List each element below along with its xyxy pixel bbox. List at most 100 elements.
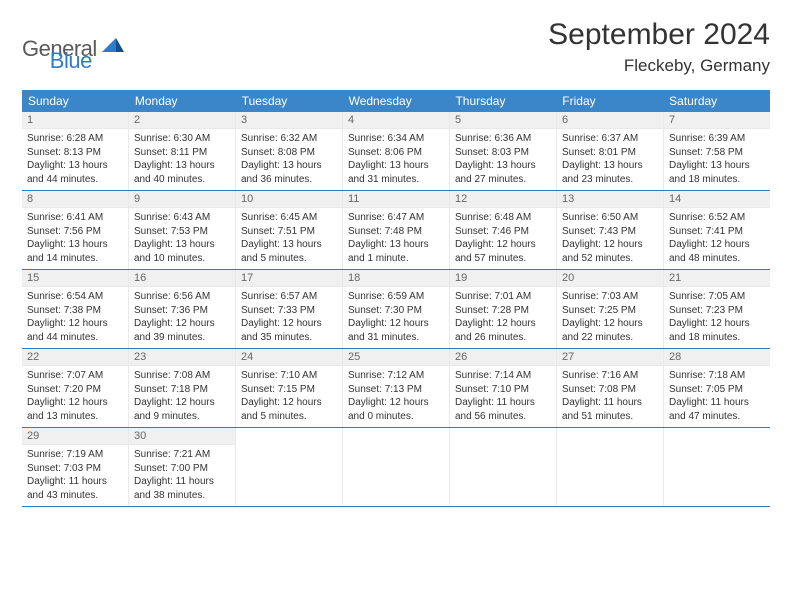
sunrise-text: Sunrise: 7:21 AM (134, 448, 230, 462)
daylight-text: Daylight: 12 hours and 57 minutes. (455, 238, 551, 265)
day-number: 12 (450, 191, 556, 208)
sunrise-text: Sunrise: 7:12 AM (348, 369, 444, 383)
day-body: Sunrise: 6:28 AMSunset: 8:13 PMDaylight:… (22, 129, 128, 190)
day-cell: 8Sunrise: 6:41 AMSunset: 7:56 PMDaylight… (22, 191, 129, 269)
day-body: Sunrise: 6:34 AMSunset: 8:06 PMDaylight:… (343, 129, 449, 190)
day-cell: 1Sunrise: 6:28 AMSunset: 8:13 PMDaylight… (22, 112, 129, 190)
sunset-text: Sunset: 8:11 PM (134, 146, 230, 160)
sunset-text: Sunset: 7:30 PM (348, 304, 444, 318)
day-number: 27 (557, 349, 663, 366)
day-cell: 16Sunrise: 6:56 AMSunset: 7:36 PMDayligh… (129, 270, 236, 348)
sunset-text: Sunset: 7:41 PM (669, 225, 765, 239)
daylight-text: Daylight: 11 hours and 56 minutes. (455, 396, 551, 423)
daylight-text: Daylight: 12 hours and 35 minutes. (241, 317, 337, 344)
sunset-text: Sunset: 8:13 PM (27, 146, 123, 160)
logo-mark-icon (102, 38, 124, 61)
sunrise-text: Sunrise: 6:50 AM (562, 211, 658, 225)
sunset-text: Sunset: 7:13 PM (348, 383, 444, 397)
sunrise-text: Sunrise: 7:01 AM (455, 290, 551, 304)
sunrise-text: Sunrise: 6:32 AM (241, 132, 337, 146)
dow-cell: Wednesday (343, 90, 450, 112)
sunrise-text: Sunrise: 7:08 AM (134, 369, 230, 383)
daylight-text: Daylight: 13 hours and 44 minutes. (27, 159, 123, 186)
sunrise-text: Sunrise: 6:56 AM (134, 290, 230, 304)
sunset-text: Sunset: 7:03 PM (27, 462, 123, 476)
day-body: Sunrise: 7:18 AMSunset: 7:05 PMDaylight:… (664, 366, 770, 427)
sunset-text: Sunset: 8:08 PM (241, 146, 337, 160)
sunrise-text: Sunrise: 6:34 AM (348, 132, 444, 146)
sunset-text: Sunset: 7:15 PM (241, 383, 337, 397)
day-cell: 3Sunrise: 6:32 AMSunset: 8:08 PMDaylight… (236, 112, 343, 190)
daylight-text: Daylight: 13 hours and 1 minute. (348, 238, 444, 265)
daylight-text: Daylight: 13 hours and 14 minutes. (27, 238, 123, 265)
day-number: 24 (236, 349, 342, 366)
sunset-text: Sunset: 7:58 PM (669, 146, 765, 160)
sunrise-text: Sunrise: 6:37 AM (562, 132, 658, 146)
day-cell: 30Sunrise: 7:21 AMSunset: 7:00 PMDayligh… (129, 428, 236, 506)
header: General Blue September 2024 Fleckeby, Ge… (22, 18, 770, 76)
day-number: 22 (22, 349, 128, 366)
day-body: Sunrise: 6:48 AMSunset: 7:46 PMDaylight:… (450, 208, 556, 269)
day-body: Sunrise: 7:19 AMSunset: 7:03 PMDaylight:… (22, 445, 128, 506)
day-cell: 14Sunrise: 6:52 AMSunset: 7:41 PMDayligh… (664, 191, 770, 269)
dow-row: SundayMondayTuesdayWednesdayThursdayFrid… (22, 90, 770, 112)
sunrise-text: Sunrise: 6:54 AM (27, 290, 123, 304)
daylight-text: Daylight: 12 hours and 13 minutes. (27, 396, 123, 423)
daylight-text: Daylight: 12 hours and 5 minutes. (241, 396, 337, 423)
day-cell: 6Sunrise: 6:37 AMSunset: 8:01 PMDaylight… (557, 112, 664, 190)
sunset-text: Sunset: 8:03 PM (455, 146, 551, 160)
day-cell: 25Sunrise: 7:12 AMSunset: 7:13 PMDayligh… (343, 349, 450, 427)
day-body: Sunrise: 6:45 AMSunset: 7:51 PMDaylight:… (236, 208, 342, 269)
day-cell: 7Sunrise: 6:39 AMSunset: 7:58 PMDaylight… (664, 112, 770, 190)
sunrise-text: Sunrise: 7:14 AM (455, 369, 551, 383)
sunset-text: Sunset: 7:38 PM (27, 304, 123, 318)
day-body: Sunrise: 6:57 AMSunset: 7:33 PMDaylight:… (236, 287, 342, 348)
day-number: 9 (129, 191, 235, 208)
sunrise-text: Sunrise: 6:47 AM (348, 211, 444, 225)
dow-cell: Friday (556, 90, 663, 112)
calendar: SundayMondayTuesdayWednesdayThursdayFrid… (22, 90, 770, 507)
sunset-text: Sunset: 7:56 PM (27, 225, 123, 239)
sunrise-text: Sunrise: 6:48 AM (455, 211, 551, 225)
daylight-text: Daylight: 12 hours and 31 minutes. (348, 317, 444, 344)
day-cell: 17Sunrise: 6:57 AMSunset: 7:33 PMDayligh… (236, 270, 343, 348)
day-cell: 27Sunrise: 7:16 AMSunset: 7:08 PMDayligh… (557, 349, 664, 427)
day-body: Sunrise: 7:12 AMSunset: 7:13 PMDaylight:… (343, 366, 449, 427)
daylight-text: Daylight: 12 hours and 0 minutes. (348, 396, 444, 423)
daylight-text: Daylight: 12 hours and 39 minutes. (134, 317, 230, 344)
daylight-text: Daylight: 11 hours and 38 minutes. (134, 475, 230, 502)
day-number: 8 (22, 191, 128, 208)
day-number: 18 (343, 270, 449, 287)
day-number: 14 (664, 191, 770, 208)
day-number: 20 (557, 270, 663, 287)
day-body: Sunrise: 6:41 AMSunset: 7:56 PMDaylight:… (22, 208, 128, 269)
day-cell-empty (343, 428, 450, 506)
day-cell: 13Sunrise: 6:50 AMSunset: 7:43 PMDayligh… (557, 191, 664, 269)
day-cell: 24Sunrise: 7:10 AMSunset: 7:15 PMDayligh… (236, 349, 343, 427)
day-number: 7 (664, 112, 770, 129)
daylight-text: Daylight: 13 hours and 23 minutes. (562, 159, 658, 186)
dow-cell: Thursday (449, 90, 556, 112)
day-body: Sunrise: 7:14 AMSunset: 7:10 PMDaylight:… (450, 366, 556, 427)
page-title: September 2024 (548, 18, 770, 52)
day-body: Sunrise: 7:03 AMSunset: 7:25 PMDaylight:… (557, 287, 663, 348)
week-row: 29Sunrise: 7:19 AMSunset: 7:03 PMDayligh… (22, 428, 770, 507)
sunset-text: Sunset: 8:06 PM (348, 146, 444, 160)
sunrise-text: Sunrise: 7:18 AM (669, 369, 765, 383)
day-cell: 23Sunrise: 7:08 AMSunset: 7:18 PMDayligh… (129, 349, 236, 427)
daylight-text: Daylight: 11 hours and 51 minutes. (562, 396, 658, 423)
daylight-text: Daylight: 12 hours and 26 minutes. (455, 317, 551, 344)
day-number: 30 (129, 428, 235, 445)
day-body: Sunrise: 7:07 AMSunset: 7:20 PMDaylight:… (22, 366, 128, 427)
logo-text-right: Blue (50, 48, 92, 74)
sunset-text: Sunset: 7:33 PM (241, 304, 337, 318)
day-body: Sunrise: 6:32 AMSunset: 8:08 PMDaylight:… (236, 129, 342, 190)
sunrise-text: Sunrise: 7:16 AM (562, 369, 658, 383)
day-cell: 26Sunrise: 7:14 AMSunset: 7:10 PMDayligh… (450, 349, 557, 427)
sunset-text: Sunset: 7:23 PM (669, 304, 765, 318)
day-body: Sunrise: 7:05 AMSunset: 7:23 PMDaylight:… (664, 287, 770, 348)
day-number (343, 428, 449, 432)
daylight-text: Daylight: 13 hours and 18 minutes. (669, 159, 765, 186)
daylight-text: Daylight: 13 hours and 36 minutes. (241, 159, 337, 186)
day-number: 23 (129, 349, 235, 366)
